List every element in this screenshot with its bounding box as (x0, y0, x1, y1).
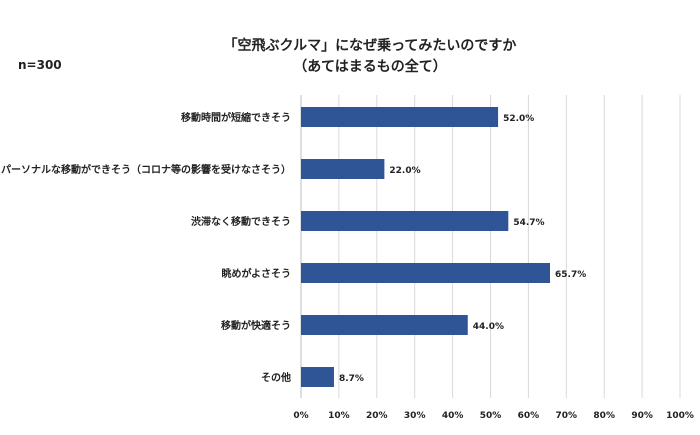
grid-layer (300, 95, 681, 398)
x-tick-label: 40% (442, 411, 464, 421)
category-label: 渋滞なく移動できそう (191, 215, 291, 228)
value-label: 65.7% (555, 270, 586, 280)
category-label: 眺めがよさそう (222, 267, 292, 280)
value-label: 54.7% (513, 218, 544, 228)
bar (301, 159, 385, 179)
x-tick-label: 50% (480, 411, 502, 421)
x-tick-label: 20% (366, 411, 388, 421)
bar (301, 263, 551, 283)
x-tick-label: 90% (631, 411, 653, 421)
tick-layer: 0% 10% 20% 30% 40% 50% 60% 70% 80% 90% 100% (293, 411, 694, 421)
x-tick-label: 30% (404, 411, 426, 421)
x-tick-label: 80% (593, 411, 615, 421)
category-label: パーソナルな移動ができそう（コロナ等の影響を受けなさそう） (1, 163, 291, 176)
category-label: 移動が快適そう (221, 319, 291, 332)
chart-title: 「空飛ぶクルマ」になぜ乗ってみたいのですか （あてはまるもの全て） (160, 36, 580, 78)
category-label: 移動時間が短縮できそう (181, 111, 291, 124)
bar (301, 367, 334, 387)
x-tick-label: 0% (293, 411, 308, 421)
bar (301, 315, 468, 335)
value-label: 8.7% (339, 374, 364, 384)
value-label: 52.0% (503, 114, 534, 124)
category-label: その他 (261, 371, 291, 384)
x-tick-label: 100% (666, 411, 694, 421)
chart-title-line1: 「空飛ぶクルマ」になぜ乗ってみたいのですか (223, 38, 517, 54)
value-label: 22.0% (389, 166, 420, 176)
label-layer: 移動時間が短縮できそう 52.0% パーソナルな移動ができそう（コロナ等の影響を受け… (1, 111, 586, 384)
sample-size-label: n=300 (18, 58, 62, 72)
x-tick-label: 70% (556, 411, 578, 421)
x-tick-label: 60% (518, 411, 540, 421)
x-tick-label: 10% (328, 411, 350, 421)
chart-title-line2: （あてはまるもの全て） (293, 59, 447, 75)
bar (301, 211, 509, 231)
bar-layer (301, 107, 551, 387)
value-label: 44.0% (473, 322, 504, 332)
bar (301, 107, 499, 127)
